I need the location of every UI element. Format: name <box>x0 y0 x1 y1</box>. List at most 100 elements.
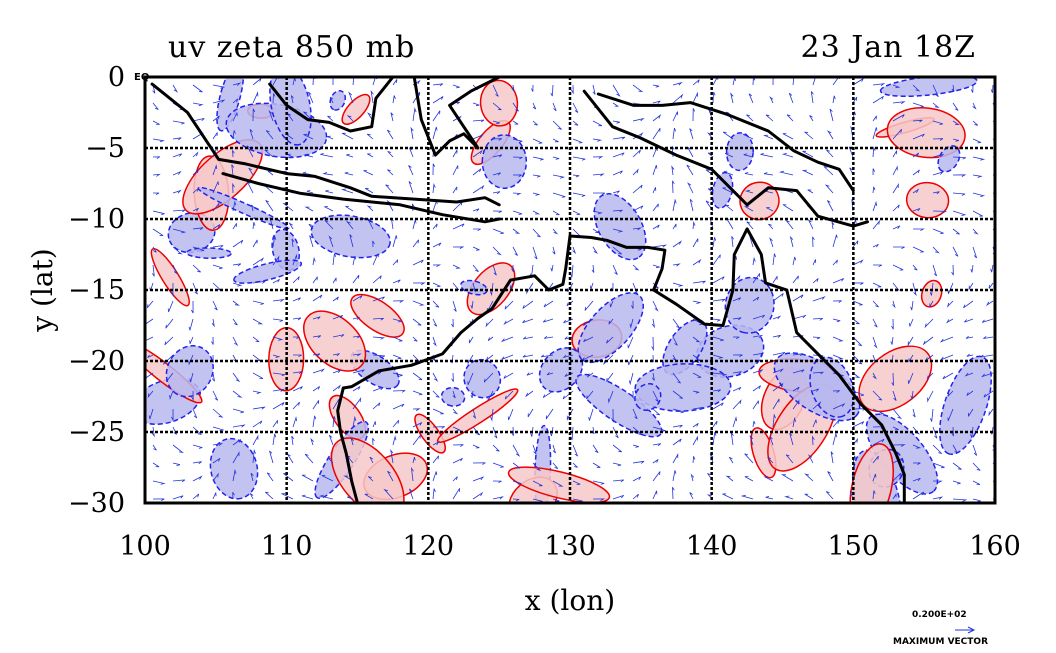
wind-vector <box>608 318 614 325</box>
wind-vector <box>872 455 879 464</box>
wind-vector <box>232 182 235 194</box>
wind-vector <box>372 437 375 446</box>
wind-vector <box>145 336 154 342</box>
wind-vector <box>212 442 224 447</box>
wind-vector <box>312 294 323 302</box>
wind-vector <box>552 156 560 160</box>
coastline <box>341 234 572 390</box>
wind-vector <box>432 300 440 308</box>
wind-vector <box>909 318 914 327</box>
wind-vector <box>652 84 660 88</box>
wind-vector <box>492 210 502 214</box>
wind-vector <box>332 296 339 302</box>
wind-vector <box>390 448 394 464</box>
wind-vector <box>826 149 834 158</box>
wind-vector <box>392 390 406 393</box>
wind-vector <box>172 189 182 194</box>
wind-vector <box>346 153 354 158</box>
wind-vector <box>690 473 695 482</box>
wind-vector <box>191 390 194 402</box>
wind-vector <box>744 476 754 482</box>
wind-vector <box>782 133 794 140</box>
wind-vector <box>532 192 541 196</box>
wind-vector <box>212 492 217 500</box>
x-tick-label: 160 <box>969 531 1021 562</box>
wind-vector <box>632 493 639 500</box>
wind-vector <box>152 120 160 125</box>
wind-vector <box>972 210 983 217</box>
wind-vector <box>452 264 461 269</box>
wind-vector <box>772 253 777 266</box>
wind-vector <box>744 189 754 194</box>
wind-vector <box>432 126 438 140</box>
wind-vector <box>692 79 700 86</box>
wind-vector <box>823 166 834 176</box>
positive-vorticity-contour <box>350 293 405 338</box>
wind-vector <box>872 115 877 122</box>
wind-vector <box>192 186 200 194</box>
wind-vector <box>832 318 841 323</box>
wind-vector <box>972 174 983 178</box>
wind-vector <box>972 120 979 126</box>
wind-vector <box>452 458 463 464</box>
wind-vector <box>543 300 554 308</box>
wind-vector <box>352 369 365 374</box>
wind-vector <box>472 476 485 482</box>
wind-vector <box>352 397 362 410</box>
wind-vector <box>308 91 314 104</box>
wind-vector <box>932 228 944 234</box>
wind-vector <box>232 282 243 287</box>
wind-vector <box>546 372 554 376</box>
wind-vector <box>712 389 721 393</box>
wind-vector <box>972 102 977 110</box>
wind-vector <box>692 406 704 410</box>
x-tick-label: 150 <box>828 531 880 562</box>
wind-vector <box>372 240 375 248</box>
wind-vector <box>432 96 444 104</box>
wind-vector <box>825 491 834 500</box>
wind-vector <box>532 156 544 161</box>
wind-vector <box>492 84 499 97</box>
wind-vector <box>530 426 534 437</box>
wind-vector <box>892 129 902 140</box>
wind-vector <box>772 315 782 320</box>
wind-vector <box>746 114 754 122</box>
wind-vector <box>252 420 263 428</box>
wind-vector <box>972 246 977 259</box>
wind-vector <box>612 426 619 439</box>
wind-vector <box>952 444 958 454</box>
wind-vector <box>769 436 774 446</box>
wind-vector <box>492 264 497 276</box>
wind-vector <box>292 401 300 410</box>
wind-vector <box>392 372 403 377</box>
wind-vector <box>192 207 199 212</box>
wind-vector <box>632 227 642 231</box>
wind-vector <box>408 165 414 176</box>
wind-vector <box>432 390 440 398</box>
wind-vector <box>692 300 702 304</box>
wind-vector <box>788 92 794 104</box>
wind-vector <box>572 210 581 215</box>
wind-vector <box>892 264 904 271</box>
wind-vector <box>590 282 594 290</box>
wind-vector <box>627 336 634 349</box>
wind-vector <box>341 188 354 194</box>
wind-vector <box>912 444 922 449</box>
wind-vector <box>968 408 974 417</box>
wind-vector <box>232 98 239 104</box>
negative-vorticity-contour <box>724 276 775 334</box>
positive-vorticity-contour <box>303 310 367 372</box>
wind-vector <box>765 496 774 500</box>
wind-vector <box>612 462 622 467</box>
wind-vector <box>781 153 794 158</box>
wind-vector <box>352 415 357 428</box>
wind-vector <box>804 493 814 500</box>
wind-vector <box>452 444 464 447</box>
wind-vector <box>412 434 421 446</box>
wind-vector <box>432 471 438 482</box>
wind-vector <box>487 390 494 401</box>
wind-vector <box>432 110 441 122</box>
wind-vector <box>303 133 314 140</box>
wind-vector <box>532 210 541 215</box>
wind-vector <box>312 335 322 339</box>
